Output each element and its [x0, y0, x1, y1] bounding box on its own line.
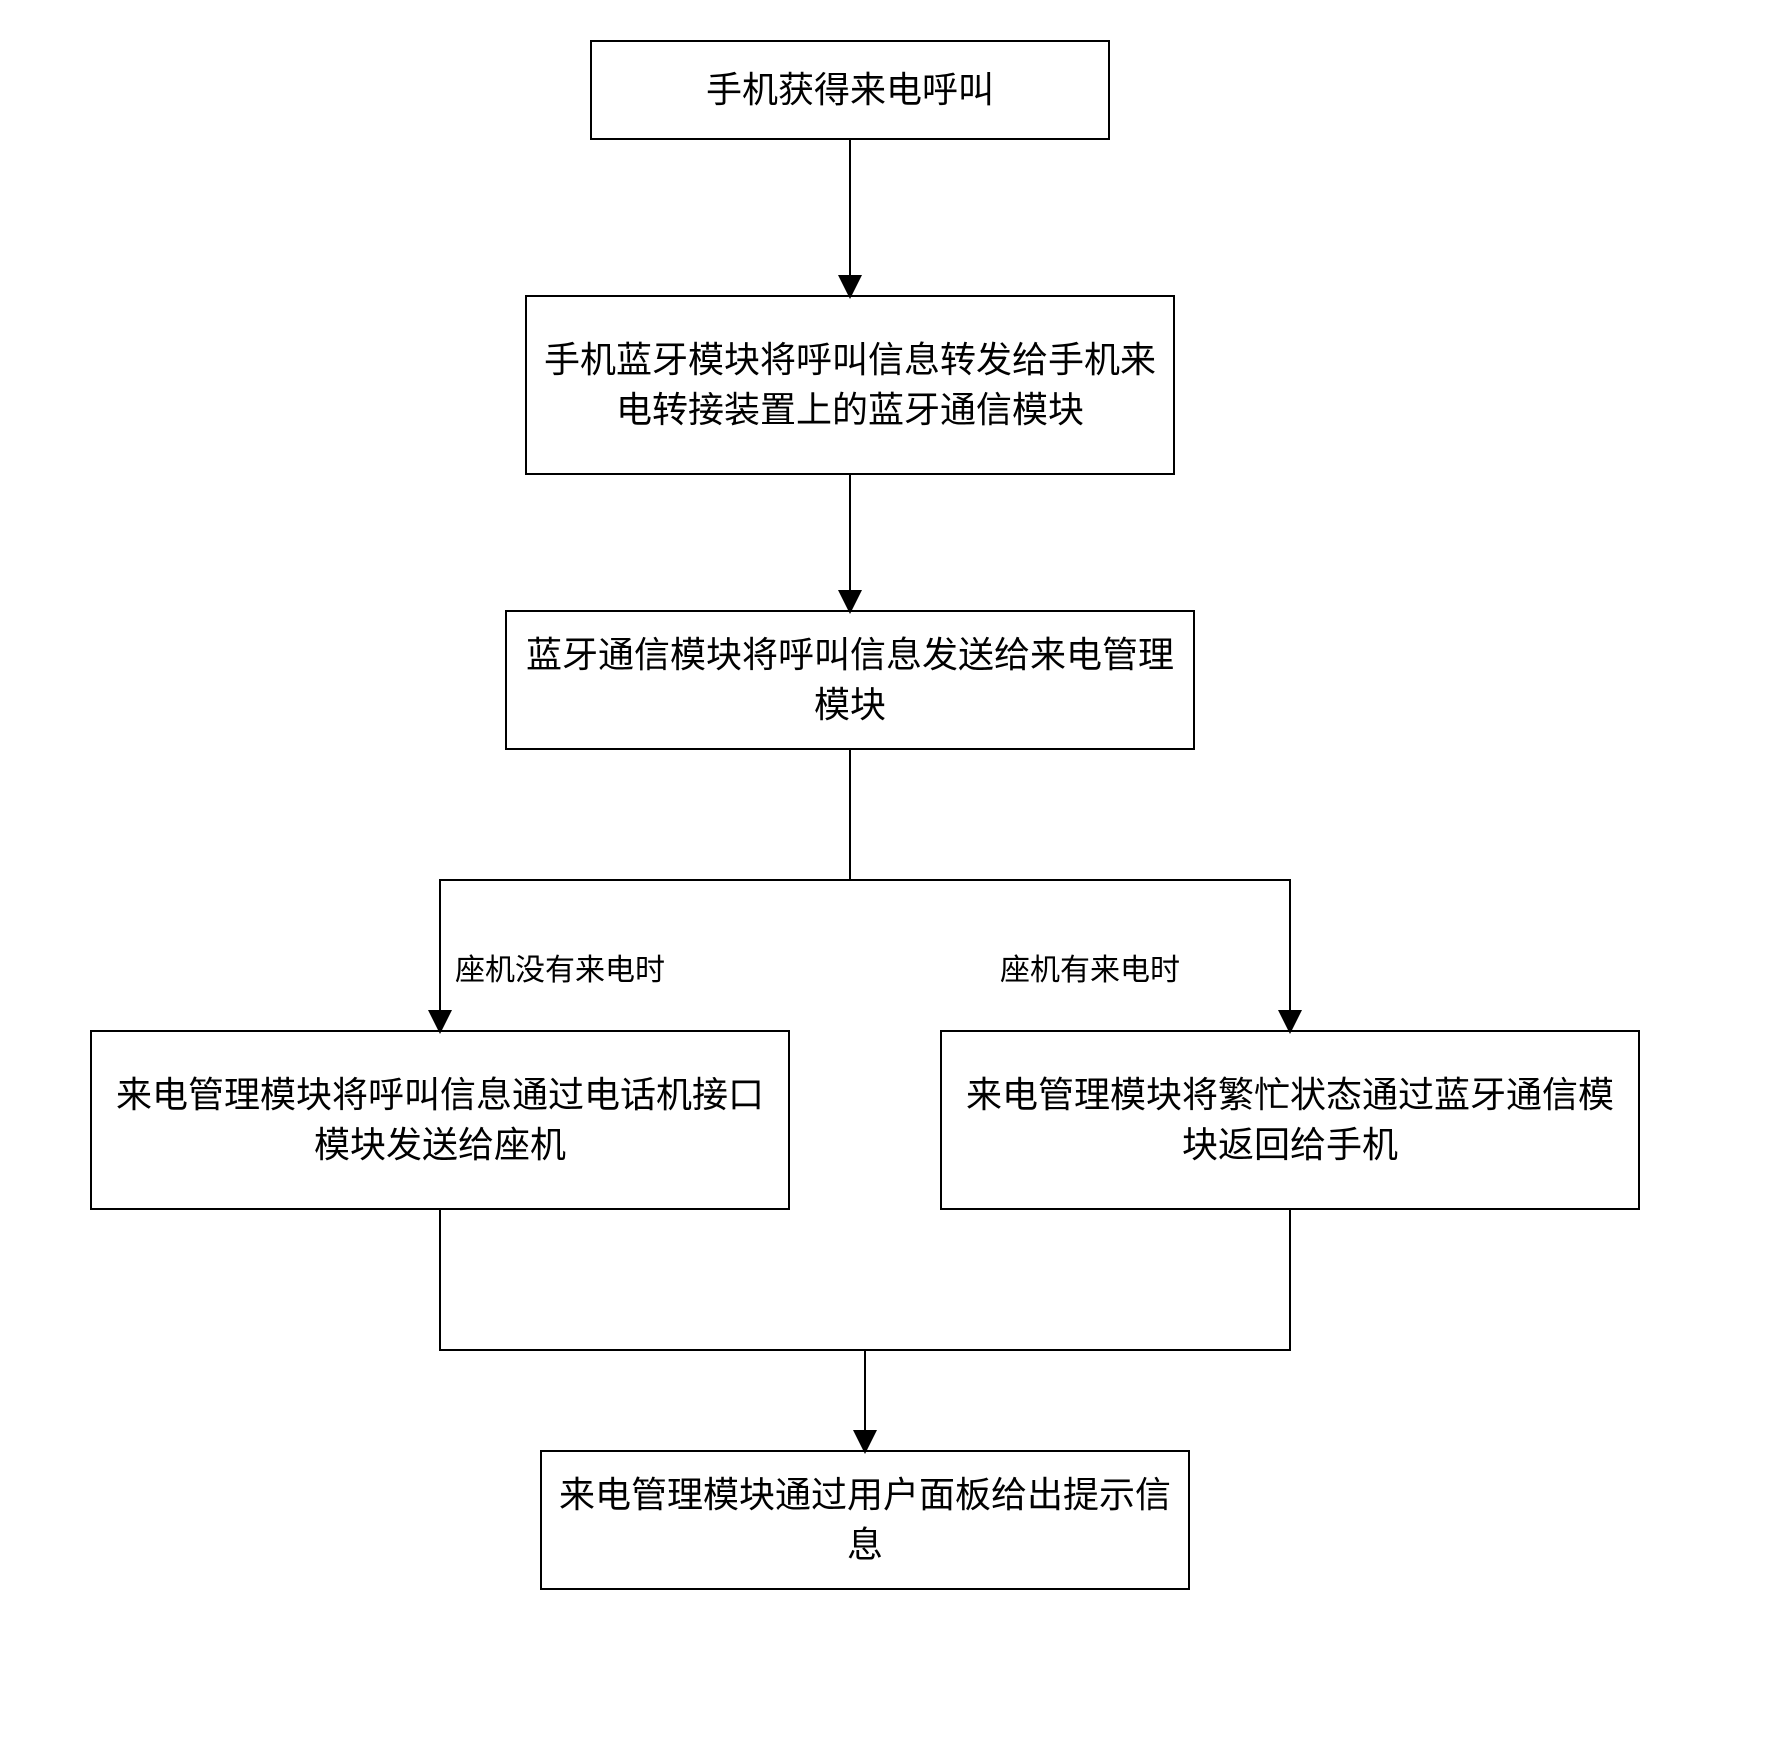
flowchart-node-start: 手机获得来电呼叫 — [590, 40, 1110, 140]
flowchart-node-has-call-branch: 来电管理模块将繁忙状态通过蓝牙通信模块返回给手机 — [940, 1030, 1640, 1210]
edge-label-text: 座机没有来电时 — [455, 954, 665, 987]
node-text: 手机获得来电呼叫 — [706, 65, 994, 115]
flowchart-node-send-to-manager: 蓝牙通信模块将呼叫信息发送给来电管理模块 — [505, 610, 1195, 750]
edge-label-text: 座机有来电时 — [1000, 954, 1180, 987]
node-text: 来电管理模块将繁忙状态通过蓝牙通信模块返回给手机 — [958, 1070, 1622, 1171]
flowchart-node-no-call-branch: 来电管理模块将呼叫信息通过电话机接口模块发送给座机 — [90, 1030, 790, 1210]
edge-label-has-call: 座机有来电时 — [1000, 945, 1180, 989]
node-text: 蓝牙通信模块将呼叫信息发送给来电管理模块 — [523, 630, 1177, 731]
node-text: 来电管理模块将呼叫信息通过电话机接口模块发送给座机 — [108, 1070, 772, 1171]
node-text: 手机蓝牙模块将呼叫信息转发给手机来电转接装置上的蓝牙通信模块 — [543, 335, 1157, 436]
edge-label-no-call: 座机没有来电时 — [455, 945, 665, 989]
flowchart-node-end: 来电管理模块通过用户面板给出提示信息 — [540, 1450, 1190, 1590]
flowchart-node-bluetooth-forward: 手机蓝牙模块将呼叫信息转发给手机来电转接装置上的蓝牙通信模块 — [525, 295, 1175, 475]
node-text: 来电管理模块通过用户面板给出提示信息 — [558, 1470, 1172, 1571]
